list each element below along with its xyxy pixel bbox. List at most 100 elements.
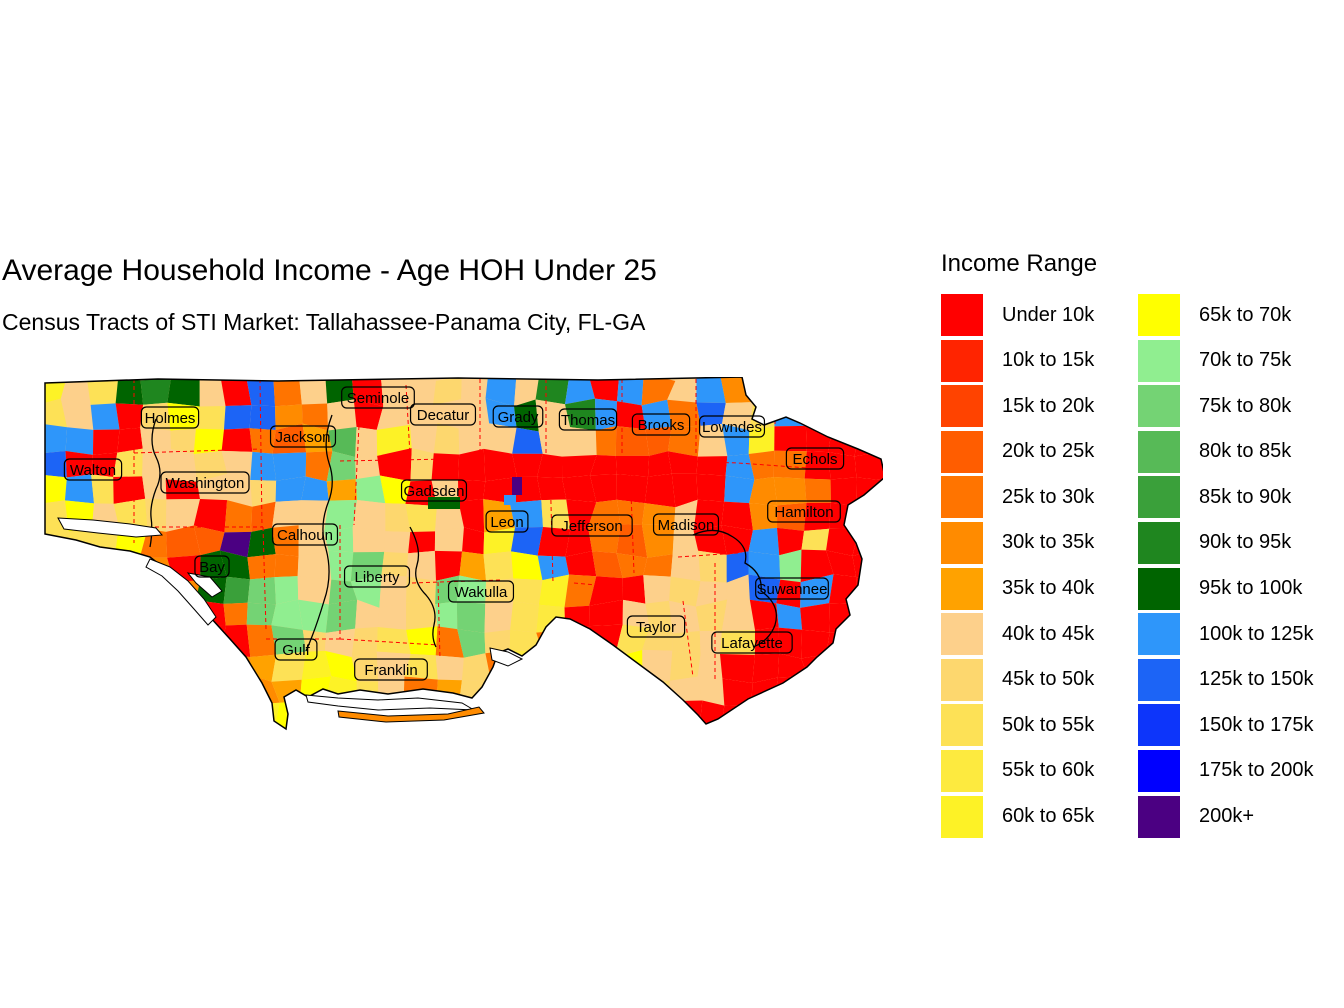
census-tract	[458, 448, 486, 482]
census-tract	[298, 525, 329, 557]
census-tract	[514, 399, 539, 432]
census-tract	[245, 702, 280, 729]
census-tract	[376, 398, 411, 430]
census-tract	[220, 377, 252, 406]
svg-text:Leon: Leon	[490, 514, 523, 531]
legend-swatch	[1138, 795, 1180, 838]
census-tract	[483, 527, 515, 555]
svg-text:Wakulla: Wakulla	[455, 584, 508, 601]
census-tract	[595, 426, 617, 457]
legend-item: 45k to 50k	[941, 658, 1138, 701]
census-tract	[458, 499, 485, 533]
census-tract	[142, 628, 168, 655]
census-tract	[408, 531, 436, 554]
legend-label: 90k to 95k	[1199, 531, 1292, 554]
census-tract	[142, 448, 171, 480]
census-tract	[456, 575, 487, 604]
legend-label: 20k to 25k	[1002, 440, 1095, 463]
census-tract	[616, 377, 644, 406]
census-tract	[433, 377, 462, 406]
census-tract	[514, 379, 539, 407]
svg-text:Hamilton: Hamilton	[774, 504, 833, 521]
county-label-brooks: Brooks	[631, 413, 691, 436]
census-tract	[777, 527, 805, 556]
census-tract	[537, 527, 571, 557]
census-tract	[458, 680, 492, 707]
legend-label: 15k to 20k	[1002, 394, 1095, 417]
census-tract	[536, 629, 568, 658]
census-tract	[719, 629, 756, 655]
census-tract	[355, 475, 386, 504]
census-tract	[773, 377, 807, 399]
census-tract	[801, 629, 830, 659]
census-tract	[855, 629, 885, 659]
census-tract	[251, 501, 276, 532]
census-tract	[588, 499, 621, 528]
census-tract	[145, 498, 167, 532]
census-tract	[667, 377, 697, 403]
legend-item: 65k to 70k	[1138, 294, 1314, 336]
census-tract	[406, 602, 438, 630]
census-tract	[777, 502, 807, 531]
census-tract	[112, 700, 148, 729]
census-tract	[92, 429, 120, 455]
county-label-gadsden: Gadsden	[400, 479, 468, 502]
census-tract	[804, 502, 831, 531]
census-tract	[614, 649, 643, 682]
svg-text:Jackson: Jackson	[275, 429, 330, 446]
page-subtitle: Census Tracts of STI Market: Tallahassee…	[2, 309, 646, 335]
legend-item: 175k to 200k	[1138, 749, 1314, 792]
census-tract	[434, 527, 464, 552]
svg-text:Calhoun: Calhoun	[277, 527, 333, 544]
census-tract	[301, 403, 329, 431]
census-tract	[618, 679, 646, 708]
census-tract	[435, 655, 464, 681]
census-tract	[857, 657, 885, 684]
county-label-lowndes: Lowndes	[698, 415, 766, 438]
legend-swatch	[941, 521, 983, 564]
census-tract	[67, 578, 94, 604]
census-tract	[801, 528, 830, 551]
census-tract	[221, 675, 253, 708]
svg-text:Washington: Washington	[166, 475, 245, 492]
census-tract	[379, 475, 411, 504]
census-tract	[696, 456, 728, 476]
census-tract	[774, 676, 808, 710]
census-tract	[616, 499, 645, 525]
choropleth-map: Holmes Jackson Seminole Decatur Grady Thomas B…	[44, 376, 886, 731]
census-tract	[614, 624, 650, 658]
coastline-outline	[44, 376, 886, 731]
census-tract	[696, 473, 726, 502]
svg-text:Jefferson: Jefferson	[561, 518, 622, 535]
legend-label: 60k to 65k	[1002, 805, 1095, 828]
census-tract	[45, 550, 69, 581]
census-tract	[223, 405, 252, 430]
census-tract	[246, 624, 277, 658]
census-tract	[298, 599, 329, 633]
legend-label: 40k to 45k	[1002, 622, 1095, 645]
census-tract	[117, 600, 147, 634]
county-boundary-dashed	[573, 582, 643, 590]
census-tract	[115, 379, 144, 405]
legend-label: 200k+	[1199, 805, 1255, 828]
county-label-echols: Echols	[785, 447, 845, 470]
county-label-calhoun: Calhoun	[271, 523, 339, 546]
legend-label: 85k to 90k	[1199, 485, 1292, 508]
census-tract	[144, 652, 168, 682]
census-tract	[142, 603, 169, 633]
census-tract	[350, 551, 385, 582]
census-tract	[778, 627, 803, 659]
census-tract	[116, 579, 147, 605]
census-tract	[589, 599, 623, 627]
census-tract	[693, 499, 725, 531]
census-tract	[754, 627, 780, 655]
census-tract	[483, 499, 515, 533]
svg-text:Grady: Grady	[498, 409, 539, 426]
legend-swatch	[941, 749, 983, 792]
census-tract	[247, 527, 276, 558]
census-tract	[719, 654, 755, 683]
census-tract	[115, 652, 148, 681]
census-tract	[538, 574, 570, 608]
census-tract	[749, 503, 778, 531]
census-tract	[852, 525, 880, 556]
